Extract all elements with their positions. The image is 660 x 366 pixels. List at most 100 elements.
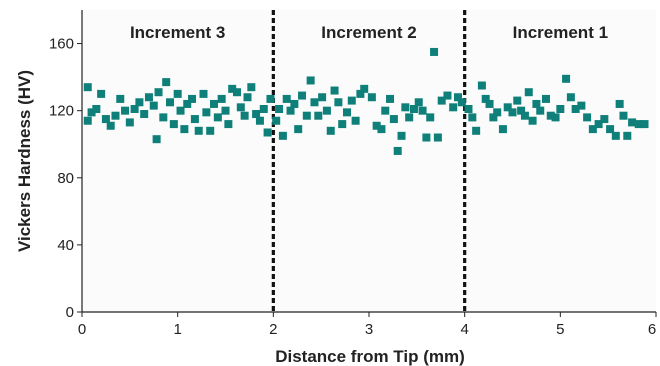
data-point	[409, 104, 418, 113]
data-point	[524, 88, 533, 97]
region-label-3: Increment 1	[513, 23, 608, 42]
data-point	[87, 108, 96, 117]
data-point	[125, 118, 134, 127]
data-point	[176, 106, 185, 115]
region-label-2: Increment 2	[321, 23, 416, 42]
data-point	[503, 103, 512, 112]
x-tick-label: 1	[173, 321, 181, 338]
data-point	[326, 126, 335, 135]
data-point	[541, 94, 550, 103]
data-point	[430, 47, 439, 56]
data-point	[566, 93, 575, 102]
data-point	[477, 81, 486, 90]
y-tick-label: 160	[49, 36, 74, 53]
data-point	[464, 104, 473, 113]
data-point	[472, 126, 481, 135]
data-point	[457, 98, 466, 107]
data-point	[154, 88, 163, 97]
y-axis-ticks: 0 40 80 120 160	[49, 36, 82, 321]
data-point	[92, 104, 101, 113]
x-tick-label: 5	[556, 321, 564, 338]
x-tick-label: 6	[648, 321, 656, 338]
data-point	[546, 111, 555, 120]
data-point	[513, 96, 522, 105]
y-tick-label: 80	[57, 170, 74, 187]
x-axis-title: Distance from Tip (mm)	[275, 347, 465, 366]
data-point	[228, 84, 237, 93]
data-point	[377, 125, 386, 134]
data-point	[449, 103, 458, 112]
data-point	[443, 91, 452, 100]
data-point	[302, 111, 311, 120]
data-point	[401, 103, 410, 112]
data-point	[536, 106, 545, 115]
data-point	[188, 94, 197, 103]
data-point	[556, 104, 565, 113]
data-point	[202, 108, 211, 117]
data-point	[144, 93, 153, 102]
data-point	[485, 99, 494, 108]
data-point	[318, 93, 327, 102]
data-point	[278, 131, 287, 140]
data-point	[367, 93, 376, 102]
data-point	[577, 101, 586, 110]
data-point	[600, 115, 609, 124]
data-point	[83, 83, 92, 92]
data-point	[152, 135, 161, 144]
x-axis-ticks: 0 1 2 3 4 5 6	[78, 312, 657, 338]
y-tick-label: 40	[57, 237, 74, 254]
data-point	[190, 115, 199, 124]
data-point	[588, 125, 597, 134]
data-point	[83, 116, 92, 125]
data-points	[83, 47, 649, 155]
data-point	[453, 93, 462, 102]
data-point	[571, 104, 580, 113]
data-point	[149, 101, 158, 110]
data-point	[166, 98, 175, 107]
data-point	[397, 131, 406, 140]
data-point	[351, 116, 360, 125]
data-point	[298, 91, 307, 100]
data-point	[347, 96, 356, 105]
data-point	[217, 94, 226, 103]
data-point	[206, 126, 215, 135]
data-point	[437, 96, 446, 105]
data-point	[594, 120, 603, 129]
data-point	[623, 131, 632, 140]
region-labels: Increment 3 Increment 2 Increment 1	[130, 23, 608, 42]
data-point	[183, 99, 192, 108]
data-point	[252, 110, 261, 119]
data-point	[426, 113, 435, 122]
x-tick-label: 2	[269, 321, 277, 338]
data-point	[106, 121, 115, 130]
x-tick-label: 0	[78, 321, 86, 338]
data-point	[393, 146, 402, 155]
data-point	[121, 106, 130, 115]
y-axis-title: Vickers Hardness (HV)	[15, 70, 34, 252]
data-point	[619, 111, 628, 120]
data-point	[508, 108, 517, 117]
data-point	[243, 93, 252, 102]
plot-area-background	[82, 10, 656, 312]
data-point	[414, 98, 423, 107]
data-point	[330, 86, 339, 95]
data-point	[236, 103, 245, 112]
data-point	[611, 131, 620, 140]
x-tick-label: 4	[460, 321, 468, 338]
data-point	[247, 83, 256, 92]
data-point	[520, 111, 529, 120]
data-point	[294, 125, 303, 134]
data-point	[528, 116, 537, 125]
data-point	[314, 111, 323, 120]
data-point	[135, 98, 144, 107]
data-point	[97, 89, 106, 98]
data-point	[389, 115, 398, 124]
data-point	[162, 78, 171, 87]
data-point	[356, 89, 365, 98]
data-point	[360, 84, 369, 93]
data-point	[418, 106, 427, 115]
data-point	[310, 98, 319, 107]
data-point	[140, 110, 149, 119]
data-point	[551, 113, 560, 122]
data-point	[199, 89, 208, 98]
